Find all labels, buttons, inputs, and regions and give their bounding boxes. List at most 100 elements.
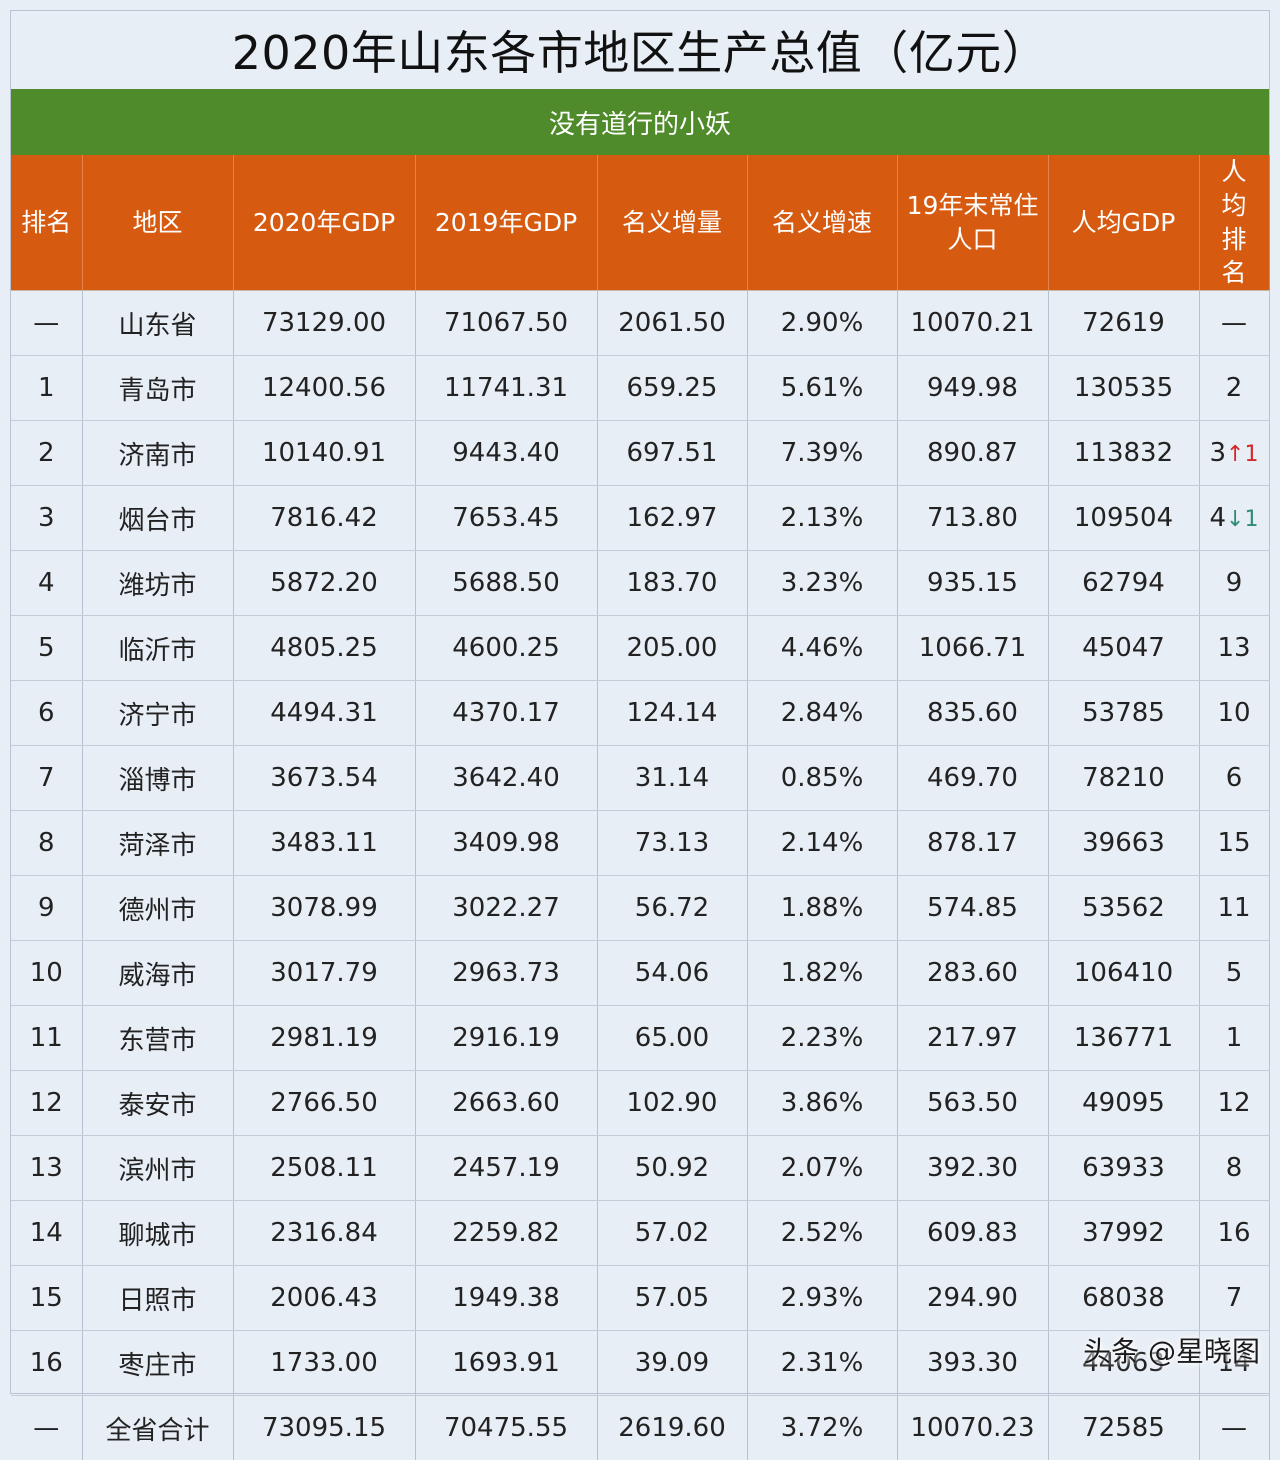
cell-gdp-2020: 1733.00 [233,1331,415,1396]
cell-gdp-2019: 5688.50 [415,551,597,616]
header-gdp-2020: 2020年GDP [233,155,415,291]
cell-population: 10070.23 [897,1396,1048,1460]
cell-population: 217.97 [897,1006,1048,1071]
cell-per-capita-rank: 7 [1199,1266,1269,1331]
cell-gdp-2019: 1693.91 [415,1331,597,1396]
cell-region: 滨州市 [82,1136,233,1201]
cell-per-capita-rank: 16 [1199,1201,1269,1266]
cell-increment: 183.70 [597,551,747,616]
cell-population: 890.87 [897,421,1048,486]
cell-per-capita: 37992 [1048,1201,1199,1266]
header-increment: 名义增量 [597,155,747,291]
cell-gdp-2020: 73095.15 [233,1396,415,1460]
cell-per-capita-rank: 3↑1 [1199,421,1269,486]
cell-per-capita: 39663 [1048,811,1199,876]
subtitle-banner: 没有道行的小妖 [11,89,1269,155]
header-per-capita: 人均GDP [1048,155,1199,291]
rank-change-value: 1 [1244,442,1258,467]
gdp-table: 排名 地区 2020年GDP 2019年GDP 名义增量 名义增速 19年末常住… [11,155,1270,1460]
cell-region: 威海市 [82,941,233,1006]
cell-increment: 65.00 [597,1006,747,1071]
cell-per-capita: 78210 [1048,746,1199,811]
cell-rank: — [11,291,82,356]
cell-increment: 39.09 [597,1331,747,1396]
header-growth: 名义增速 [747,155,897,291]
cell-region: 济宁市 [82,681,233,746]
cell-growth: 2.23% [747,1006,897,1071]
cell-gdp-2019: 4370.17 [415,681,597,746]
cell-population: 609.83 [897,1201,1048,1266]
header-gdp-2019: 2019年GDP [415,155,597,291]
page-title: 2020年山东各市地区生产总值（亿元） [11,11,1269,89]
cell-gdp-2020: 2316.84 [233,1201,415,1266]
cell-growth: 2.90% [747,291,897,356]
cell-per-capita-rank: 6 [1199,746,1269,811]
cell-increment: 2061.50 [597,291,747,356]
cell-population: 10070.21 [897,291,1048,356]
table-frame: 2020年山东各市地区生产总值（亿元） 没有道行的小妖 排名 地区 2020年G… [10,10,1270,1394]
per-capita-rank-value: 10 [1217,698,1250,728]
cell-gdp-2019: 9443.40 [415,421,597,486]
cell-increment: 162.97 [597,486,747,551]
cell-growth: 0.85% [747,746,897,811]
cell-per-capita-rank: 15 [1199,811,1269,876]
cell-increment: 31.14 [597,746,747,811]
cell-increment: 697.51 [597,421,747,486]
cell-gdp-2019: 2963.73 [415,941,597,1006]
cell-increment: 56.72 [597,876,747,941]
cell-population: 574.85 [897,876,1048,941]
cell-population: 283.60 [897,941,1048,1006]
cell-gdp-2020: 73129.00 [233,291,415,356]
cell-gdp-2019: 2457.19 [415,1136,597,1201]
cell-rank: 11 [11,1006,82,1071]
cell-rank: 15 [11,1266,82,1331]
cell-population: 713.80 [897,486,1048,551]
per-capita-rank-value: — [1221,308,1247,338]
cell-per-capita: 72619 [1048,291,1199,356]
cell-gdp-2020: 3078.99 [233,876,415,941]
cell-increment: 57.02 [597,1201,747,1266]
cell-per-capita: 72585 [1048,1396,1199,1460]
cell-increment: 2619.60 [597,1396,747,1460]
cell-gdp-2019: 3642.40 [415,746,597,811]
cell-gdp-2019: 2916.19 [415,1006,597,1071]
cell-rank: 5 [11,616,82,681]
cell-gdp-2019: 2663.60 [415,1071,597,1136]
cell-growth: 2.07% [747,1136,897,1201]
cell-region: 淄博市 [82,746,233,811]
cell-population: 294.90 [897,1266,1048,1331]
cell-population: 393.30 [897,1331,1048,1396]
cell-rank: 1 [11,356,82,421]
cell-per-capita-rank: 10 [1199,681,1269,746]
per-capita-rank-value: 3 [1210,438,1227,468]
cell-rank: 3 [11,486,82,551]
table-header-row: 排名 地区 2020年GDP 2019年GDP 名义增量 名义增速 19年末常住… [11,155,1269,291]
per-capita-rank-value: 1 [1226,1023,1243,1053]
cell-gdp-2020: 3483.11 [233,811,415,876]
cell-gdp-2020: 4494.31 [233,681,415,746]
cell-growth: 2.93% [747,1266,897,1331]
cell-per-capita-rank: 4↓1 [1199,486,1269,551]
cell-per-capita: 106410 [1048,941,1199,1006]
cell-growth: 2.14% [747,811,897,876]
cell-per-capita-rank: 11 [1199,876,1269,941]
per-capita-rank-value: 15 [1217,828,1250,858]
cell-region: 山东省 [82,291,233,356]
cell-region: 青岛市 [82,356,233,421]
cell-growth: 7.39% [747,421,897,486]
cell-increment: 124.14 [597,681,747,746]
cell-gdp-2019: 7653.45 [415,486,597,551]
cell-region: 日照市 [82,1266,233,1331]
cell-growth: 3.23% [747,551,897,616]
cell-per-capita-rank: 1 [1199,1006,1269,1071]
cell-population: 469.70 [897,746,1048,811]
cell-gdp-2019: 71067.50 [415,291,597,356]
